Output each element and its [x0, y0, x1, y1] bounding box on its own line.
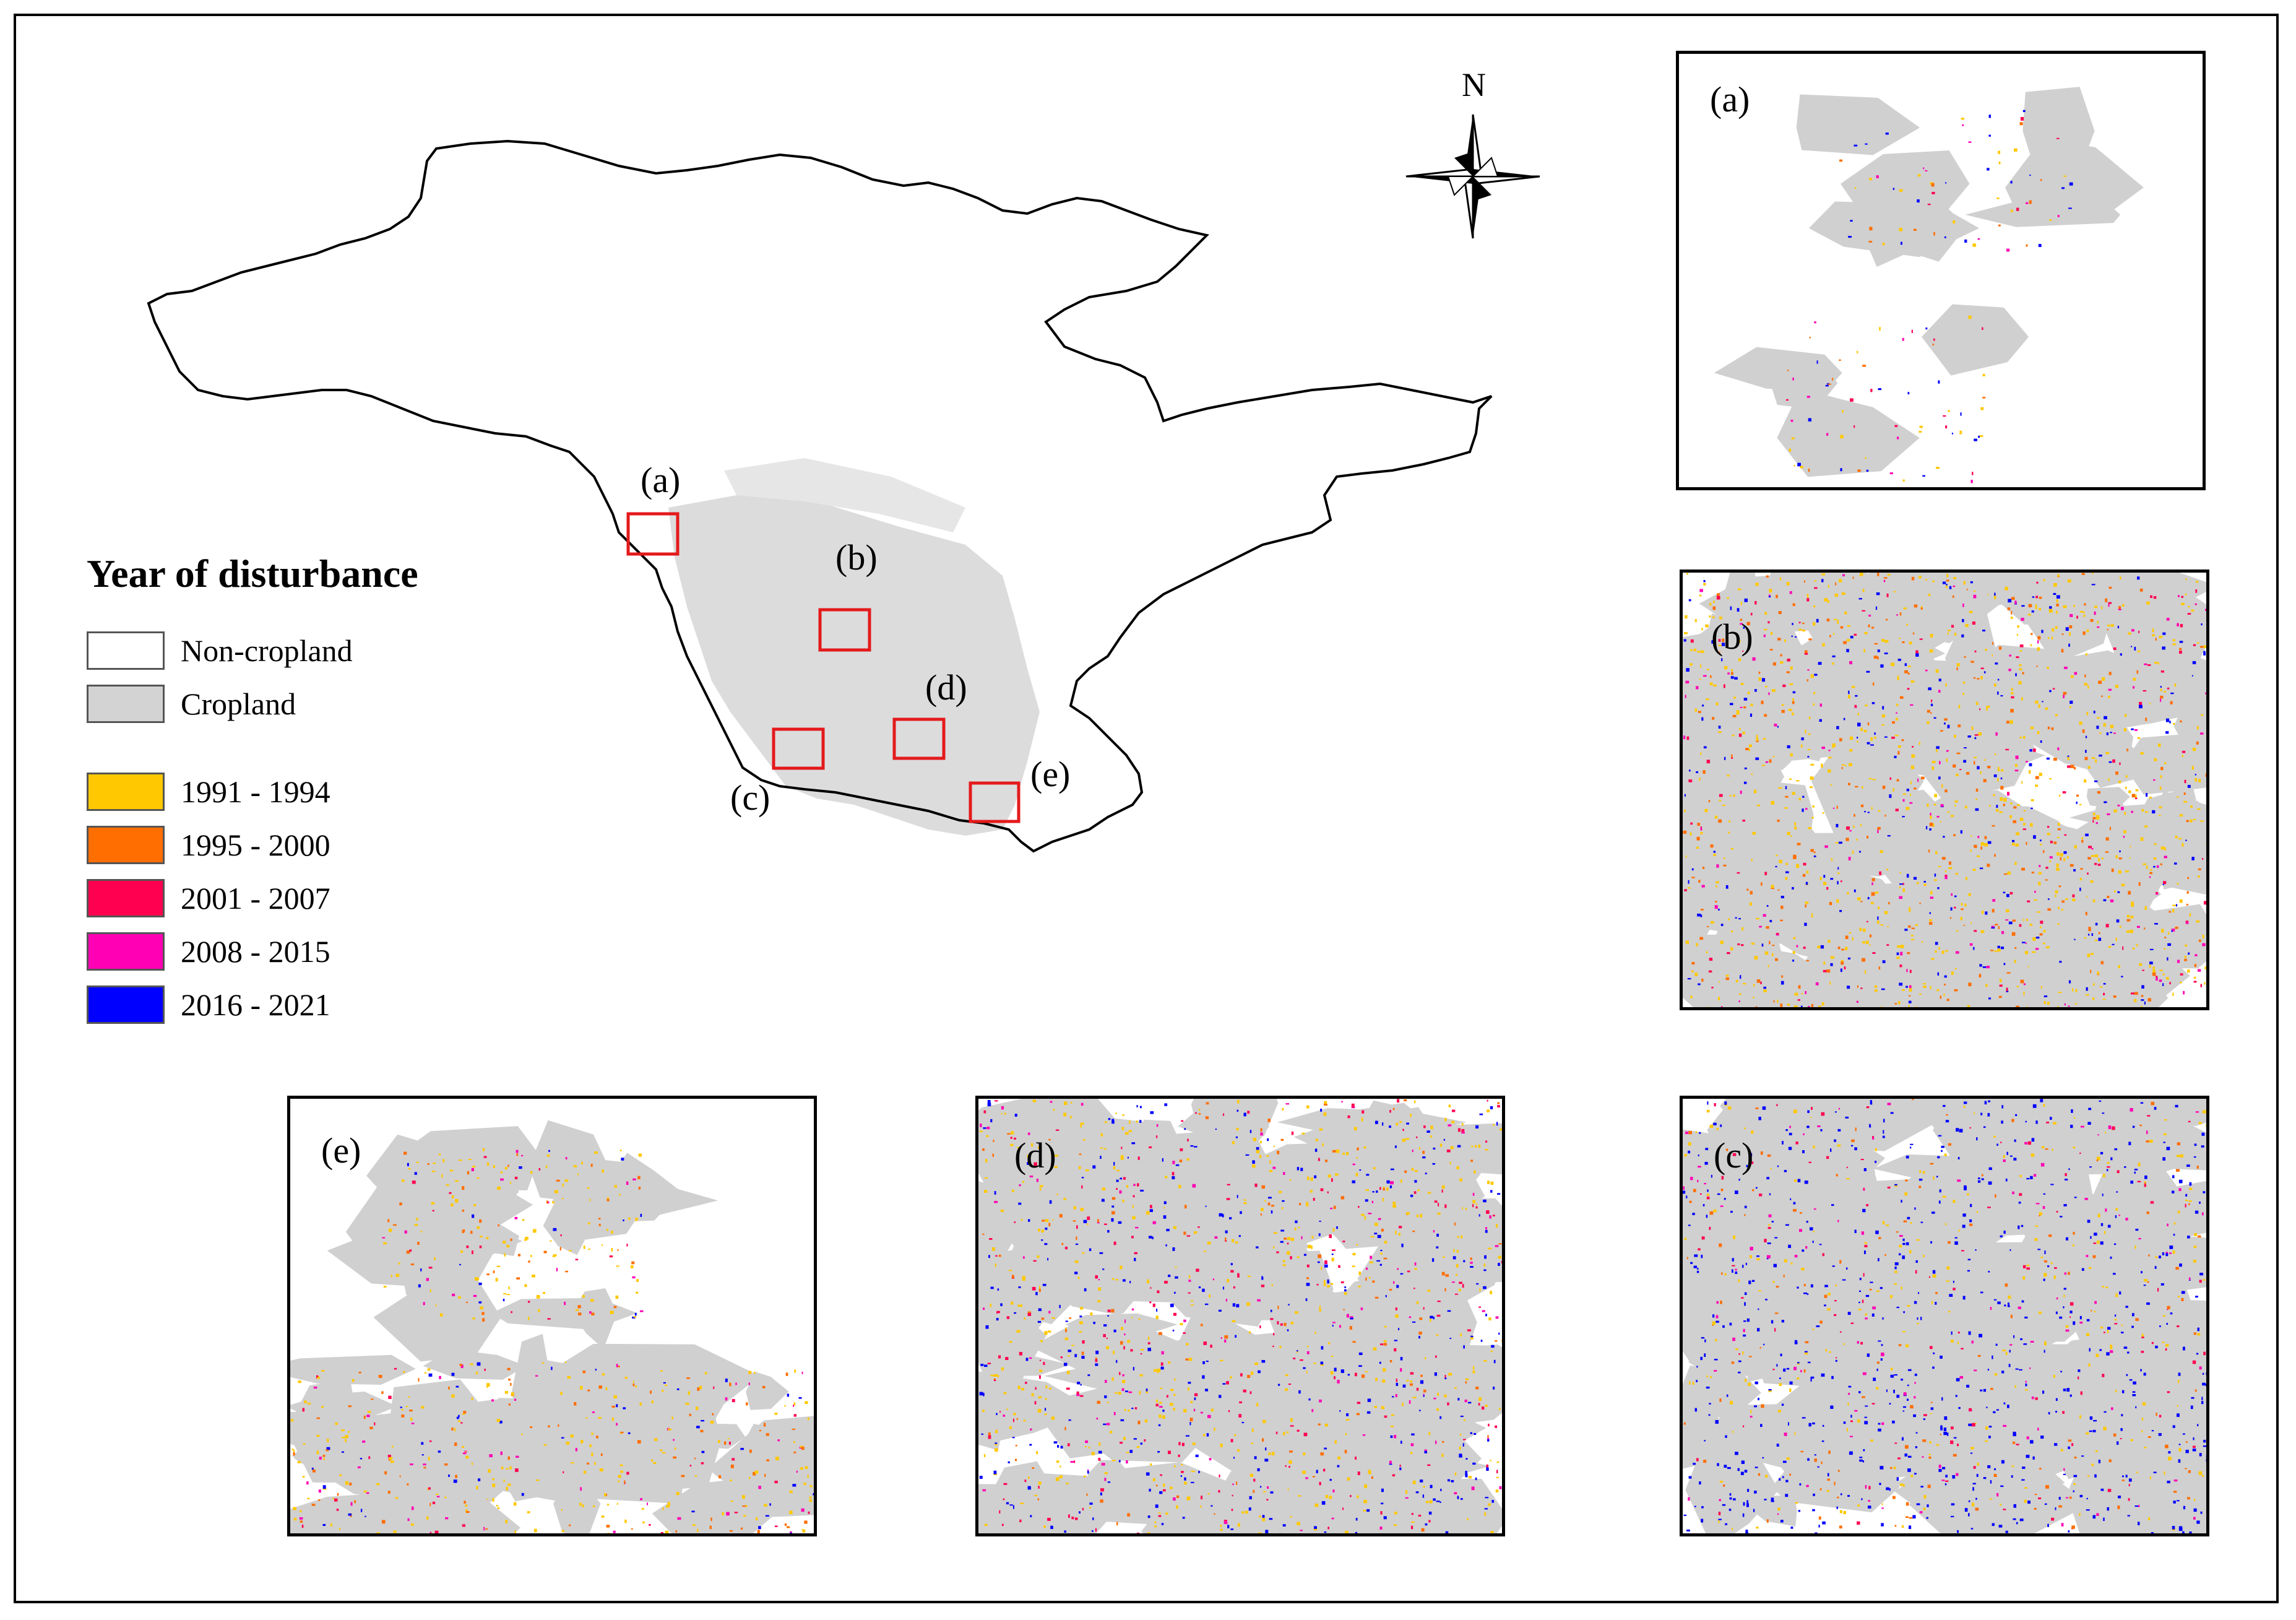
- cropland-scatter: [724, 458, 965, 532]
- inset-e: (e): [287, 1096, 817, 1536]
- inset-c-map: [1683, 1099, 2206, 1533]
- region-label-c: (c): [730, 778, 770, 818]
- region-box-e: [969, 781, 1021, 823]
- inset-a: (a): [1676, 51, 2206, 490]
- region-label-a: (a): [641, 460, 680, 500]
- figure-frame: [14, 14, 2279, 1603]
- legend-item-noncropland: Non-cropland: [87, 624, 557, 677]
- region-box-d: [892, 717, 946, 760]
- inset-c-label: (c): [1714, 1135, 1754, 1176]
- north-arrow: [1405, 114, 1540, 239]
- legend-title: Year of disturbance: [87, 552, 418, 596]
- legend-label: 1991 - 1994: [181, 774, 330, 809]
- inset-d-map: [978, 1099, 1502, 1533]
- legend-item-cropland: Cropland: [87, 677, 557, 730]
- inset-c: (c): [1680, 1096, 2209, 1536]
- inset-d-label: (d): [1014, 1135, 1056, 1176]
- legend-swatch: [87, 826, 165, 864]
- legend-item-2016-2021: 2016 - 2021: [87, 978, 557, 1031]
- legend-swatch: [87, 879, 165, 917]
- region-box-b: [818, 608, 871, 652]
- legend-swatch: [87, 631, 165, 670]
- region-box-a: [626, 512, 680, 556]
- legend-label: Non-cropland: [181, 633, 353, 668]
- inset-b-map: [1683, 573, 2206, 1007]
- legend-label: 1995 - 2000: [181, 828, 330, 862]
- legend-item-1995-2000: 1995 - 2000: [87, 818, 557, 872]
- region-label-e: (e): [1030, 754, 1070, 794]
- inset-a-label: (a): [1710, 79, 1750, 119]
- legend-swatch: [87, 685, 165, 723]
- basin-boundary: [147, 139, 1493, 853]
- legend-label: 2001 - 2007: [181, 881, 330, 916]
- region-label-d: (d): [925, 667, 967, 708]
- cropland-area: [668, 495, 1040, 836]
- inset-e-label: (e): [321, 1130, 361, 1171]
- north-label: N: [1462, 66, 1486, 103]
- legend-swatch: [87, 985, 165, 1024]
- inset-b-label: (b): [1711, 617, 1753, 657]
- legend-item-1991-1994: 1991 - 1994: [87, 765, 557, 818]
- inset-d: (d): [975, 1096, 1505, 1536]
- legend-swatch: [87, 932, 165, 971]
- inset-e-map: [290, 1120, 814, 1533]
- legend-swatch: [87, 773, 165, 811]
- legend-label: 2016 - 2021: [181, 987, 330, 1022]
- legend: Year of disturbance Non-cropland Croplan…: [87, 551, 557, 1031]
- region-label-b: (b): [835, 537, 878, 578]
- inset-a-map: [1714, 87, 2144, 483]
- legend-label: 2008 - 2015: [181, 934, 330, 969]
- inset-b: (b): [1680, 570, 2209, 1010]
- legend-item-2008-2015: 2008 - 2015: [87, 925, 557, 978]
- region-box-c: [772, 727, 825, 770]
- legend-item-2001-2007: 2001 - 2007: [87, 872, 557, 925]
- legend-label: Cropland: [181, 687, 296, 721]
